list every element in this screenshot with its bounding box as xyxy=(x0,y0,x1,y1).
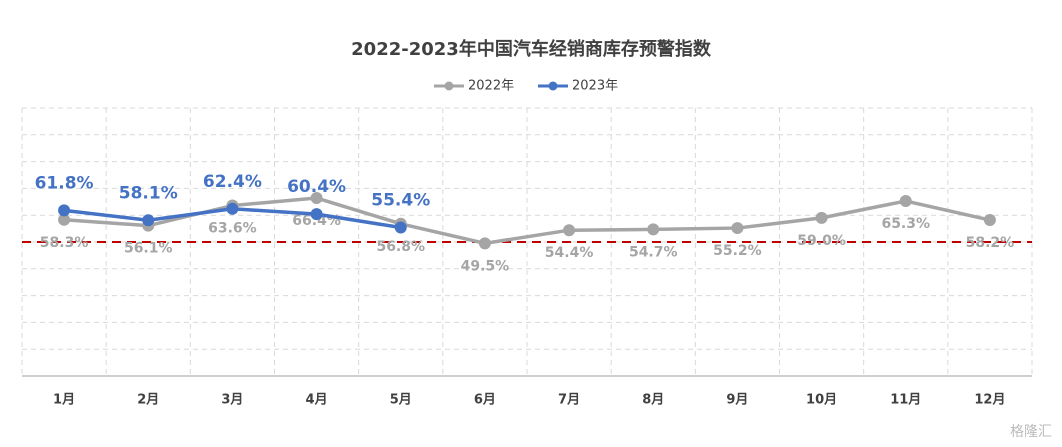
data-label: 60.4% xyxy=(287,177,346,197)
legend-label: 2023年 xyxy=(572,79,618,94)
x-tick-label: 2月 xyxy=(137,393,159,408)
data-point xyxy=(983,214,996,227)
x-tick-label: 10月 xyxy=(806,393,837,408)
data-label: 62.4% xyxy=(203,172,262,192)
series-line xyxy=(63,196,991,246)
data-label: 58.2% xyxy=(966,235,1015,251)
watermark: 格隆汇 xyxy=(1010,424,1052,440)
x-tick-label: 12月 xyxy=(974,393,1005,408)
data-point xyxy=(310,208,323,221)
data-label: 58.1% xyxy=(119,183,178,203)
x-tick-label: 4月 xyxy=(306,393,328,408)
data-point xyxy=(647,223,660,236)
data-label: 55.4% xyxy=(371,191,430,211)
data-label: 56.1% xyxy=(124,241,173,257)
data-point xyxy=(58,213,71,226)
data-label: 59.0% xyxy=(797,233,846,249)
legend-marker xyxy=(444,81,454,91)
data-point xyxy=(899,194,912,207)
data-point xyxy=(731,222,744,235)
x-tick-label: 5月 xyxy=(390,393,412,408)
data-label: 54.7% xyxy=(629,244,678,260)
x-tick-label: 6月 xyxy=(474,393,496,408)
legend-marker xyxy=(548,81,558,91)
x-tick-label: 7月 xyxy=(558,393,580,408)
x-tick-label: 3月 xyxy=(221,393,243,408)
data-point xyxy=(310,192,323,205)
data-point xyxy=(226,202,239,215)
legend-label: 2022年 xyxy=(468,79,514,94)
data-label: 56.8% xyxy=(376,239,425,255)
data-point xyxy=(815,211,828,224)
x-tick-label: 11月 xyxy=(890,393,921,408)
data-label: 54.4% xyxy=(545,245,594,261)
data-label: 49.5% xyxy=(461,258,510,274)
data-label: 65.3% xyxy=(881,216,930,232)
x-tick-label: 1月 xyxy=(53,393,75,408)
data-point xyxy=(563,224,576,237)
chart-title: 2022-2023年中国汽车经销商库存预警指数 xyxy=(351,38,712,60)
data-point xyxy=(142,214,155,227)
x-tick-label: 8月 xyxy=(642,393,664,408)
data-label: 63.6% xyxy=(208,221,257,237)
data-label: 58.3% xyxy=(40,235,89,251)
x-tick-label: 9月 xyxy=(726,393,748,408)
data-point xyxy=(478,237,491,250)
data-label: 55.2% xyxy=(713,243,762,259)
data-point xyxy=(58,204,71,217)
data-point xyxy=(394,221,407,234)
data-label: 61.8% xyxy=(35,173,94,193)
